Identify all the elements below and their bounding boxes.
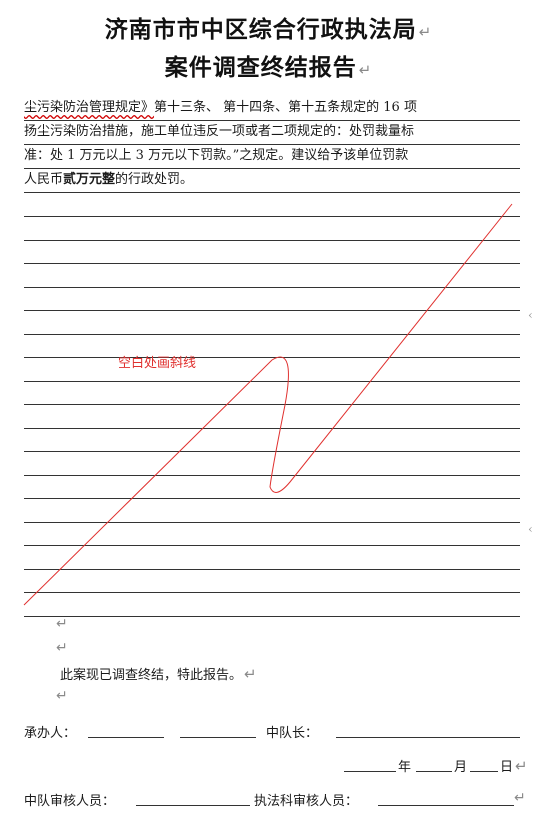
paragraph-mark: ↵ — [515, 757, 528, 775]
blank-rule — [24, 263, 520, 264]
day-label-text: 日 — [500, 760, 514, 775]
blank-rule — [24, 216, 520, 217]
closing-statement-text: 此案现已调查终结，特此报告。 — [60, 668, 243, 683]
blank-rule — [24, 380, 520, 382]
squad-reviewer-label: 中队审核人员： — [24, 794, 116, 809]
year-blank[interactable] — [344, 771, 396, 772]
body-text: 的行政处罚。 — [115, 172, 194, 187]
blank-rule — [24, 239, 520, 241]
document-title: 济南市市中区综合行政执法局 ↵ — [0, 10, 537, 44]
day-label: 日 ↵ — [500, 756, 528, 775]
blank-rule — [24, 333, 520, 335]
title-line-1: 济南市市中区综合行政执法局 — [104, 17, 417, 43]
month-label: 月 — [454, 760, 468, 775]
blank-rule — [24, 286, 520, 288]
squad-leader-label: 中队长： — [266, 726, 319, 741]
section-reviewer-label: 执法科审核人员： — [254, 794, 359, 809]
blank-rule — [24, 615, 520, 617]
blank-rule — [24, 498, 520, 499]
blank-rule — [24, 451, 520, 452]
paragraph-mark: ↵ — [358, 61, 373, 79]
penalty-amount: 贰万元整 — [63, 172, 116, 187]
body-text: 人民币 — [24, 172, 64, 187]
body-text-spellcheck: 尘污染防治管理规定》 — [24, 100, 155, 115]
title-line-2: 案件调查终结报告 — [164, 55, 357, 81]
blank-rule — [24, 310, 520, 311]
handler-signature-line-2[interactable] — [180, 737, 256, 738]
blank-rule — [24, 592, 520, 593]
paragraph-mark: ↵ — [56, 688, 68, 704]
paragraph-mark: ↵ — [244, 665, 257, 683]
margin-mark: ‹ — [528, 308, 533, 322]
squad-reviewer-signature-line[interactable] — [136, 805, 250, 806]
handler-signature-line[interactable] — [88, 737, 164, 738]
closing-statement: 此案现已调查终结，特此报告。 ↵ — [60, 664, 257, 683]
document-subtitle: 案件调查终结报告 ↵ — [0, 48, 537, 82]
margin-mark: ‹ — [528, 522, 533, 536]
paragraph-mark: ↵ — [514, 790, 526, 806]
body-line-2: 扬尘污染防治措施，施工单位违反一项或者二项规定的：处罚裁量标 — [24, 120, 520, 145]
section-reviewer-signature-line[interactable] — [378, 805, 514, 806]
blank-rule — [24, 427, 520, 429]
blank-rule — [24, 521, 520, 523]
handler-label: 承办人： — [24, 726, 77, 741]
body-line-4: 人民币贰万元整的行政处罚。 — [24, 168, 520, 193]
blank-rule — [24, 404, 520, 405]
paragraph-mark: ↵ — [418, 23, 433, 41]
month-blank[interactable] — [416, 771, 452, 772]
diagonal-strike-line — [23, 203, 513, 606]
body-text: 准：处 1 万元以上 3 万元以下罚款。”之规定。建议给予该单位罚款 — [24, 148, 409, 163]
body-text: 第十三条、 第十四条、第十五条规定的 16 项 — [154, 100, 417, 115]
paragraph-mark: ↵ — [56, 616, 68, 632]
year-label: 年 — [398, 760, 412, 775]
body-text: 扬尘污染防治措施，施工单位违反一项或者二项规定的：处罚裁量标 — [24, 124, 415, 139]
squad-leader-signature-line[interactable] — [336, 737, 520, 738]
annotation-note: 空白处画斜线 — [118, 356, 197, 371]
paragraph-mark: ↵ — [56, 640, 68, 656]
blank-rule — [24, 545, 520, 546]
blank-rule — [24, 357, 520, 358]
day-blank[interactable] — [470, 771, 498, 772]
body-line-3: 准：处 1 万元以上 3 万元以下罚款。”之规定。建议给予该单位罚款 — [24, 144, 520, 169]
blank-rule — [24, 568, 520, 570]
body-line-1: 尘污染防治管理规定》第十三条、 第十四条、第十五条规定的 16 项 — [24, 96, 520, 121]
